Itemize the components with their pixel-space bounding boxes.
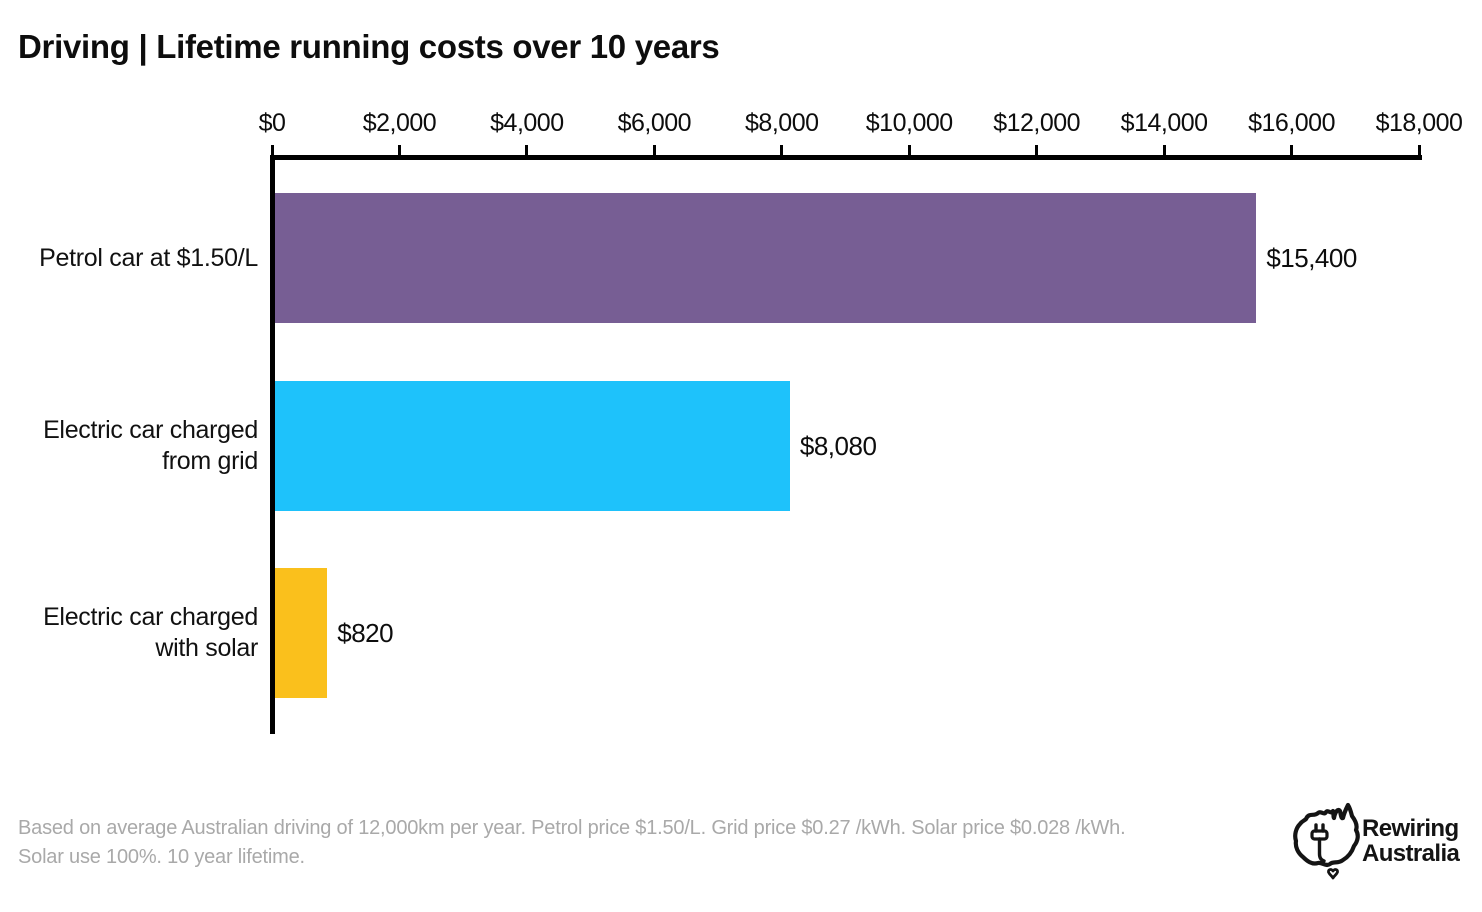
- logo-word-rewiring: Rewiring: [1362, 815, 1459, 842]
- x-axis-tick: [1417, 145, 1421, 155]
- x-axis-tick-label: $4,000: [490, 109, 564, 137]
- x-axis-tick-label: $12,000: [993, 109, 1081, 137]
- x-axis-tick-label: $2,000: [362, 109, 437, 137]
- footnote-line-1: Based on average Australian driving of 1…: [18, 817, 1126, 839]
- x-axis-tick-label: $6,000: [617, 109, 692, 137]
- x-axis-tick: [780, 145, 784, 155]
- x-axis-tick-label: $18,000: [1375, 109, 1463, 137]
- x-axis-tick: [270, 145, 274, 155]
- category-label: Electric car charged from grid: [0, 381, 258, 511]
- category-label-text: Petrol car at $1.50/L: [39, 243, 258, 272]
- category-label: Petrol car at $1.50/L: [0, 193, 258, 323]
- bar-1: [275, 193, 1257, 323]
- footnote-line-2: Solar use 100%. 10 year lifetime.: [18, 846, 305, 868]
- x-axis-tick: [1035, 145, 1039, 155]
- category-label-text: Electric car charged from grid: [43, 416, 258, 475]
- rewiring-australia-logo: Rewiring Australia: [1280, 800, 1475, 895]
- x-axis-tick: [1162, 145, 1166, 155]
- logo-word-australia: Australia: [1362, 840, 1460, 867]
- y-axis-line: [270, 155, 275, 734]
- bar-2: [275, 381, 790, 511]
- category-label-text: Electric car charged with solar: [43, 603, 258, 662]
- australia-plug-icon: [1293, 802, 1360, 880]
- x-axis-tick: [907, 145, 911, 155]
- x-axis-tick-label: $0: [258, 109, 286, 137]
- logo-wordmark: Rewiring Australia: [1362, 815, 1460, 867]
- x-axis-tick: [652, 145, 656, 155]
- x-axis-tick-label: $14,000: [1120, 109, 1208, 137]
- x-axis-tick-label: $8,000: [745, 109, 819, 137]
- bar-value-label: $820: [337, 617, 394, 648]
- chart-footnote: Based on average Australian driving of 1…: [18, 814, 1278, 872]
- x-axis-tick: [525, 145, 529, 155]
- x-axis-line: [270, 155, 1422, 160]
- x-axis-tick-label: $16,000: [1248, 109, 1335, 137]
- bar-value-label: $8,080: [799, 430, 877, 461]
- bar-value-label: $15,400: [1266, 242, 1357, 273]
- x-axis-tick: [397, 145, 401, 155]
- chart-title: Driving | Lifetime running costs over 10…: [18, 28, 720, 65]
- x-axis-tick: [1290, 145, 1294, 155]
- bar-chart-plot: $0 $2,000 $4,000 $6,000 $8,000 $10,000 $12,000…: [0, 109, 1463, 734]
- bar-3: [275, 568, 328, 698]
- x-axis-tick-label: $10,000: [865, 109, 953, 137]
- category-label: Electric car charged with solar: [0, 568, 258, 698]
